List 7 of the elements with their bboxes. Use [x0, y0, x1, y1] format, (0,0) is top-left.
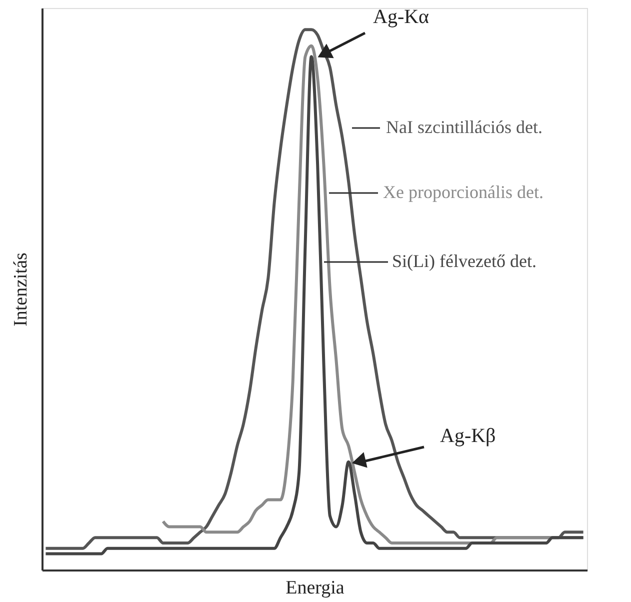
y-axis-title: Intenzitás [10, 252, 32, 326]
text: Si(Li) félvezető det. [392, 251, 536, 271]
x-axis-title: Energia [286, 578, 345, 598]
text: Ag-Kα [373, 6, 430, 28]
text: NaI szcintillációs det. [386, 117, 542, 137]
text: Xe proporcionális det. [383, 182, 544, 202]
annotation: Ag-Kβ [440, 425, 496, 447]
